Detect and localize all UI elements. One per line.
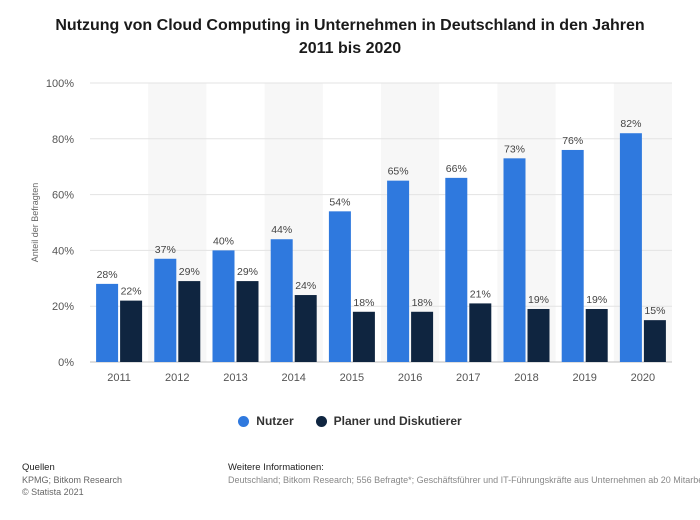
bar: [96, 283, 119, 362]
sources-block: Quellen KPMG; Bitkom Research © Statista…: [22, 462, 122, 498]
data-label: 22%: [121, 286, 142, 298]
data-label: 19%: [586, 294, 607, 306]
bar: [503, 158, 526, 362]
data-label: 18%: [353, 297, 374, 309]
y-tick-label: 0%: [58, 357, 74, 369]
info-text: Deutschland; Bitkom Research; 556 Befrag…: [228, 475, 700, 485]
x-tick-label: 2011: [107, 372, 131, 384]
legend: Nutzer Planer und Diskutierer: [0, 414, 700, 428]
x-tick-label: 2015: [340, 372, 364, 384]
data-label: 73%: [504, 143, 525, 155]
bar: [643, 320, 666, 362]
bar: [445, 177, 468, 362]
chart-title: Nutzung von Cloud Computing in Unternehm…: [55, 17, 645, 57]
legend-label-planer: Planer und Diskutierer: [333, 414, 462, 428]
bar: [236, 281, 259, 362]
info-heading: Weitere Informationen:: [228, 462, 324, 473]
bar: [352, 311, 375, 362]
x-tick-label: 2020: [631, 372, 655, 384]
sources-line-2: © Statista 2021: [22, 487, 84, 497]
legend-item-nutzer[interactable]: Nutzer: [238, 414, 294, 428]
bar-chart: 0% 20% 40% 60% 80% 100% Anteil der Befragten 28…: [30, 78, 672, 384]
data-label: 29%: [237, 266, 258, 278]
legend-label-nutzer: Nutzer: [256, 414, 294, 428]
data-label: 28%: [97, 269, 118, 281]
y-tick-label: 20%: [52, 301, 74, 313]
data-label: 19%: [528, 294, 549, 306]
bar: [527, 308, 550, 362]
x-tick-label: 2013: [223, 372, 247, 384]
bar: [619, 133, 642, 362]
legend-swatch-planer: [315, 415, 327, 427]
data-label: 65%: [388, 166, 409, 178]
bar: [561, 149, 584, 362]
x-tick-label: 2016: [398, 372, 422, 384]
bar: [469, 303, 492, 362]
data-label: 44%: [271, 224, 292, 236]
y-tick-label: 100%: [46, 78, 74, 90]
data-label: 82%: [620, 118, 641, 130]
data-label: 18%: [412, 297, 433, 309]
legend-item-planer[interactable]: Planer und Diskutierer: [315, 414, 462, 428]
x-tick-label: 2012: [165, 372, 189, 384]
x-tick-label: 2018: [514, 372, 538, 384]
bar: [294, 295, 317, 362]
bar: [585, 308, 608, 362]
info-block: Weitere Informationen: Deutschland; Bitk…: [228, 462, 700, 486]
y-axis-label: Anteil der Befragten: [30, 183, 40, 263]
bar: [270, 239, 293, 362]
bar: [154, 258, 177, 362]
legend-swatch-nutzer: [238, 415, 250, 427]
data-label: 76%: [562, 135, 583, 147]
sources-line-1[interactable]: KPMG; Bitkom Research: [22, 475, 123, 485]
x-tick-label: 2019: [572, 372, 596, 384]
y-tick-label: 40%: [52, 245, 74, 257]
data-label: 15%: [644, 305, 665, 317]
y-tick-label: 60%: [52, 190, 74, 202]
data-label: 24%: [295, 280, 316, 292]
data-label: 66%: [446, 163, 467, 175]
bar: [178, 281, 201, 362]
data-label: 29%: [179, 266, 200, 278]
bar: [212, 250, 235, 362]
data-label: 40%: [213, 235, 234, 247]
bar: [411, 311, 434, 362]
data-label: 37%: [155, 244, 176, 256]
bar: [328, 211, 351, 362]
sources-heading: Quellen: [22, 462, 55, 473]
y-tick-label: 80%: [52, 134, 74, 146]
data-label: 54%: [329, 196, 350, 208]
x-tick-label: 2014: [281, 372, 305, 384]
bar: [387, 180, 410, 362]
x-tick-label: 2017: [456, 372, 480, 384]
data-label: 21%: [470, 288, 491, 300]
bar: [120, 300, 143, 362]
